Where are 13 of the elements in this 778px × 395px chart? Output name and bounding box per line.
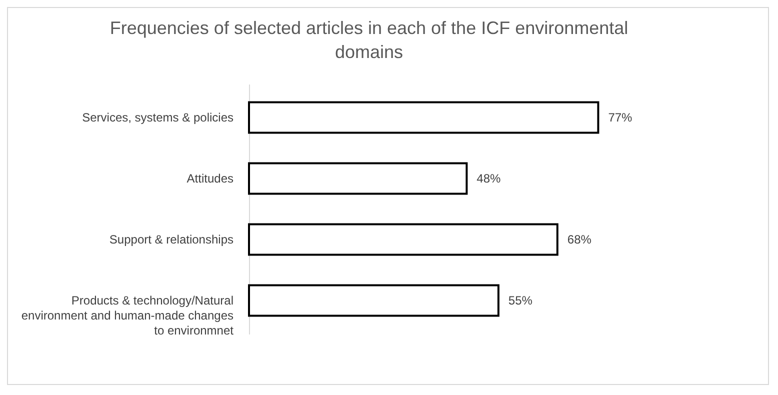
- chart-title: Frequencies of selected articles in each of the ICF environmental domains: [110, 18, 628, 62]
- bar: [248, 284, 500, 317]
- bar: [248, 162, 468, 195]
- data-label: 68%: [567, 232, 592, 246]
- y-tick-label: Services, systems & policies: [82, 110, 234, 125]
- data-label: 48%: [476, 172, 502, 186]
- bar: [248, 223, 558, 256]
- y-tick-label: Support & relationships: [109, 232, 234, 246]
- data-label: 77%: [608, 110, 633, 125]
- y-tick-label: Attitudes: [186, 172, 234, 186]
- bar: [248, 101, 600, 134]
- data-label: 55%: [508, 293, 533, 308]
- y-tick-label: Products & technology/Natural environment and human-made changes to environmnet: [21, 293, 234, 338]
